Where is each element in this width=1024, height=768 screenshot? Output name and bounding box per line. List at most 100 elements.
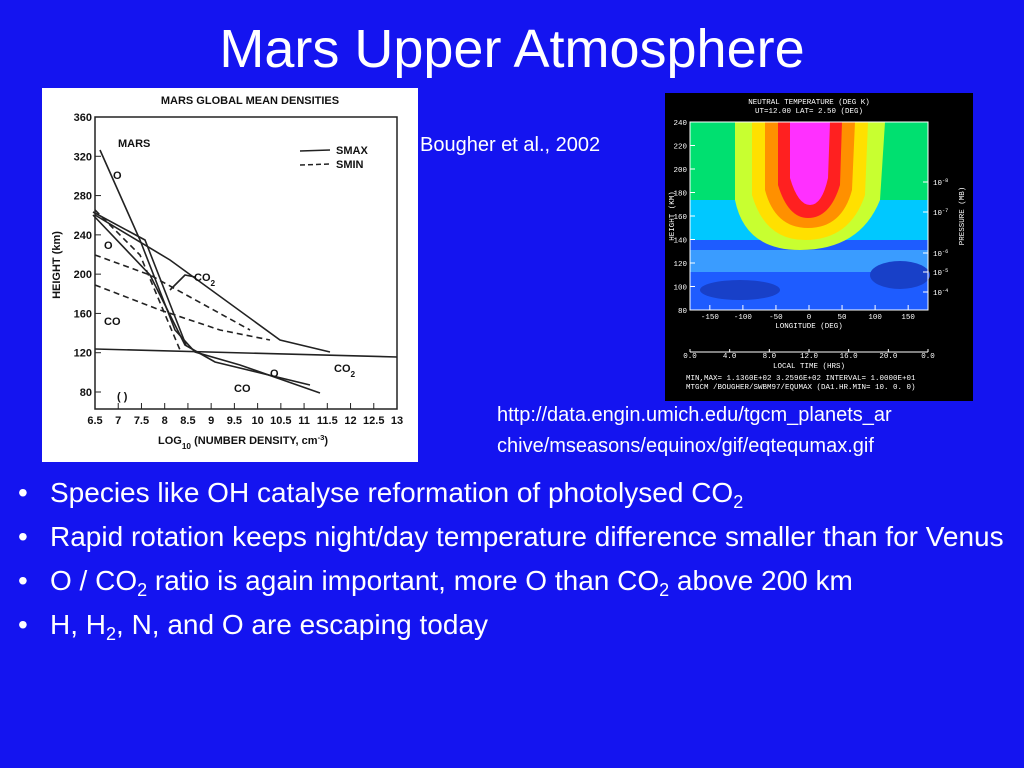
url-line: chive/mseasons/equinox/gif/eqtequmax.gif [497,435,874,457]
figure-header: NEUTRAL TEMPERATURE (DEG K) [748,99,870,107]
y-tick-label: 220 [673,144,687,152]
subscript: 2 [211,279,216,288]
figure-background [42,88,418,462]
density-figure: MARS GLOBAL MEAN DENSITIES HEIGHT (km) L… [42,88,418,462]
curve-label: O [104,240,113,252]
x-tick-label: 150 [901,314,915,322]
subscript: 10 [182,442,192,451]
url-line: http://data.engin.umich.edu/tgcm_planets… [497,404,892,426]
legend-label: SMIN [336,159,364,171]
curve [94,214,331,353]
text-run: 10 [933,251,943,259]
bullet-item: H, H2, N, and O are escaping today [18,606,1008,644]
y-tick-label: 160 [673,214,687,222]
x-tick-label: -150 [701,314,720,322]
curve-label: CO [234,383,251,395]
y2-tick-label: 10-8 [933,178,948,188]
x-tick-label: -100 [734,314,753,322]
text-run: O [104,240,113,252]
text-run: LOG [158,435,182,447]
curve [94,348,398,358]
y2-tick-label: 10-4 [933,288,948,298]
y2-tick-label: 10-7 [933,208,948,218]
superscript: -8 [942,178,948,184]
subscript: 2 [733,492,744,512]
subscript: 2 [351,370,356,379]
y-tick-label: 80 [678,308,688,316]
x-axis-label: LONGITUDE (DEG) [775,323,843,331]
y-tick-label: 80 [80,387,92,399]
x-tick-label: 100 [868,314,882,322]
curve-label: O [270,368,279,380]
subscript: 2 [106,624,117,644]
curves [92,149,398,394]
local-time-tick-label: 8.0 [763,353,777,361]
text-run: CO [194,272,211,284]
slide-title: Mars Upper Atmosphere [219,19,805,79]
curve [94,254,251,331]
panel-label: MARS [118,138,150,150]
y-tick-label: 120 [74,348,92,360]
curve-label: CO [104,316,121,328]
contour-band [870,261,930,289]
text-run: H, H [50,609,106,640]
y2-tick-label: 10-5 [933,268,948,278]
contour-band [690,250,928,272]
text-run: Species like OH catalyse reformation of … [50,477,734,508]
text-run: O / CO [50,565,138,596]
contour-band [790,122,830,205]
superscript: -7 [942,208,948,214]
plot-frame [94,116,398,410]
y-tick-label: 240 [673,120,687,128]
y-tick-label: 200 [74,269,92,281]
superscript: -6 [942,249,948,255]
x-tick-label: 10.5 [270,415,291,427]
local-time-tick-label: 0.0 [921,353,935,361]
x-tick-label: 7 [115,415,121,427]
superscript: -5 [942,268,948,274]
text-run: CO [234,383,251,395]
x-axis-label: LOG10 (NUMBER DENSITY, cm-3) [158,433,328,451]
y-tick-label: 180 [673,191,687,199]
subscript: 2 [659,580,670,600]
text-run: 10 [933,270,943,278]
source-url: http://data.engin.umich.edu/tgcm_planets… [497,400,892,462]
curve-label: CO2 [194,272,216,288]
x-tick-label: 9.5 [227,415,242,427]
y-tick-label: 200 [673,167,687,175]
x-tick-label: 11 [298,415,310,427]
x-tick-label: 6.5 [87,415,102,427]
figure-footer: MTGCM /BOUGHER/SWBM97/EQUMAX (DA1.HR.MIN… [686,384,916,392]
text-run: Rapid rotation keeps night/day temperatu… [50,521,1004,552]
y-tick-label: 100 [673,285,687,293]
bullet-item: O / CO2 ratio is again important, more O… [18,562,1008,600]
x-tick-label: 9 [208,415,214,427]
y-axis-label: HEIGHT (km) [51,231,63,299]
local-time-tick-label: 0.0 [683,353,697,361]
bullet-item: Species like OH catalyse reformation of … [18,474,1008,512]
superscript: -3 [318,433,325,442]
local-time-tick-label: 12.0 [800,353,819,361]
legend-swatch [299,163,331,166]
legend-swatch [299,149,331,152]
curve-label: O [113,170,122,182]
x-tick-label: -50 [769,314,783,322]
y-tick-label: 140 [673,238,687,246]
y-tick-label: 160 [74,308,92,320]
y-tick-label: 120 [673,261,687,269]
subscript: 2 [137,580,148,600]
contour-band [700,280,780,300]
local-time-label: LOCAL TIME (HRS) [773,363,845,371]
text-run: O [270,368,279,380]
x-tick-label: 50 [838,314,848,322]
legend-label: SMAX [336,145,368,157]
curve [169,274,196,291]
y-axis-label: HEIGHT (KM) [669,191,677,241]
temperature-figure: NEUTRAL TEMPERATURE (DEG K) UT=12.00 LAT… [665,93,973,401]
y-tick-label: 320 [74,151,92,163]
x-tick-label: 0 [807,314,812,322]
figure-title: MARS GLOBAL MEAN DENSITIES [161,95,339,107]
x-tick-label: 10 [251,415,263,427]
